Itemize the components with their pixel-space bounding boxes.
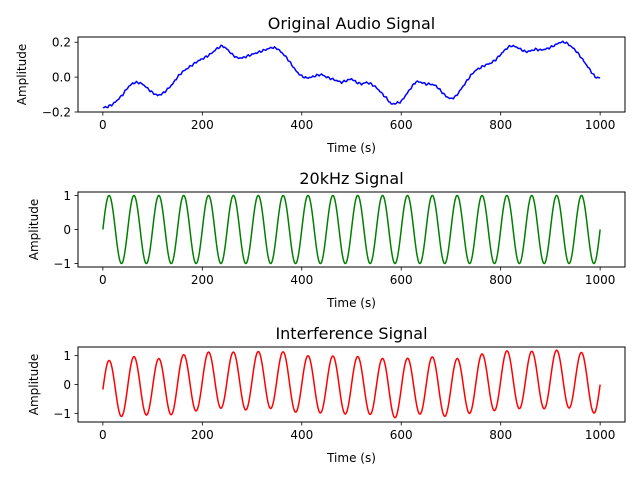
x-tick-label: 0 bbox=[99, 273, 107, 287]
y-tick-label: 0.2 bbox=[52, 36, 71, 50]
y-ticks: −0.2 0.0 0.2 bbox=[42, 36, 78, 120]
plot-lines bbox=[102, 194, 601, 265]
y-axis-label: Amplitude bbox=[15, 44, 29, 106]
x-axis-label: Time (s) bbox=[326, 141, 376, 155]
plot-lines bbox=[102, 349, 601, 419]
plot-lines bbox=[102, 40, 601, 109]
y-tick-label: 0.0 bbox=[52, 71, 71, 85]
y-tick-label: 1 bbox=[63, 349, 71, 363]
x-tick-label: 800 bbox=[489, 273, 512, 287]
x-tick-label: 600 bbox=[390, 273, 413, 287]
series-line bbox=[102, 349, 601, 419]
x-ticks: 0 200 400 600 800 1000 bbox=[99, 422, 615, 442]
x-tick-label: 400 bbox=[290, 273, 313, 287]
x-axis-label: Time (s) bbox=[326, 451, 376, 465]
x-tick-label: 200 bbox=[191, 118, 214, 132]
x-tick-label: 400 bbox=[290, 118, 313, 132]
plot-frame bbox=[77, 36, 626, 113]
chart-title: Interference Signal bbox=[275, 324, 427, 343]
y-tick-label: 0 bbox=[63, 223, 71, 237]
x-ticks: 0 200 400 600 800 1000 bbox=[99, 267, 615, 287]
x-tick-label: 800 bbox=[489, 428, 512, 442]
y-axis-label: Amplitude bbox=[27, 199, 41, 261]
x-ticks: 0 200 400 600 800 1000 bbox=[99, 112, 615, 132]
x-tick-label: 600 bbox=[390, 118, 413, 132]
x-tick-label: 200 bbox=[191, 273, 214, 287]
x-tick-label: 600 bbox=[390, 428, 413, 442]
series-line bbox=[102, 40, 601, 109]
y-axis-label: Amplitude bbox=[27, 354, 41, 416]
x-tick-label: 1000 bbox=[585, 118, 616, 132]
x-tick-label: 0 bbox=[99, 118, 107, 132]
chart-title: Original Audio Signal bbox=[268, 14, 435, 33]
chart-panel-2: 20kHz Signal 0 200 400 600 800 1000 −1 0 1 Time… bbox=[27, 169, 626, 310]
chart-title: 20kHz Signal bbox=[299, 169, 403, 188]
x-tick-label: 1000 bbox=[585, 273, 616, 287]
y-tick-label: 1 bbox=[63, 189, 71, 203]
y-tick-label: −1 bbox=[53, 407, 71, 421]
y-ticks: −1 0 1 bbox=[53, 349, 78, 421]
y-ticks: −1 0 1 bbox=[53, 189, 78, 271]
series-line bbox=[102, 194, 601, 265]
chart-panel-3: Interference Signal 0 200 400 600 800 1000 −1… bbox=[27, 324, 626, 465]
y-tick-label: −0.2 bbox=[42, 106, 71, 120]
x-tick-label: 200 bbox=[191, 428, 214, 442]
x-tick-label: 0 bbox=[99, 428, 107, 442]
x-tick-label: 1000 bbox=[585, 428, 616, 442]
y-tick-label: −1 bbox=[53, 257, 71, 271]
chart-panel-1: Original Audio Signal 0 200 400 600 800 1000 … bbox=[15, 14, 626, 155]
x-axis-label: Time (s) bbox=[326, 296, 376, 310]
x-tick-label: 800 bbox=[489, 118, 512, 132]
x-tick-label: 400 bbox=[290, 428, 313, 442]
y-tick-label: 0 bbox=[63, 378, 71, 392]
